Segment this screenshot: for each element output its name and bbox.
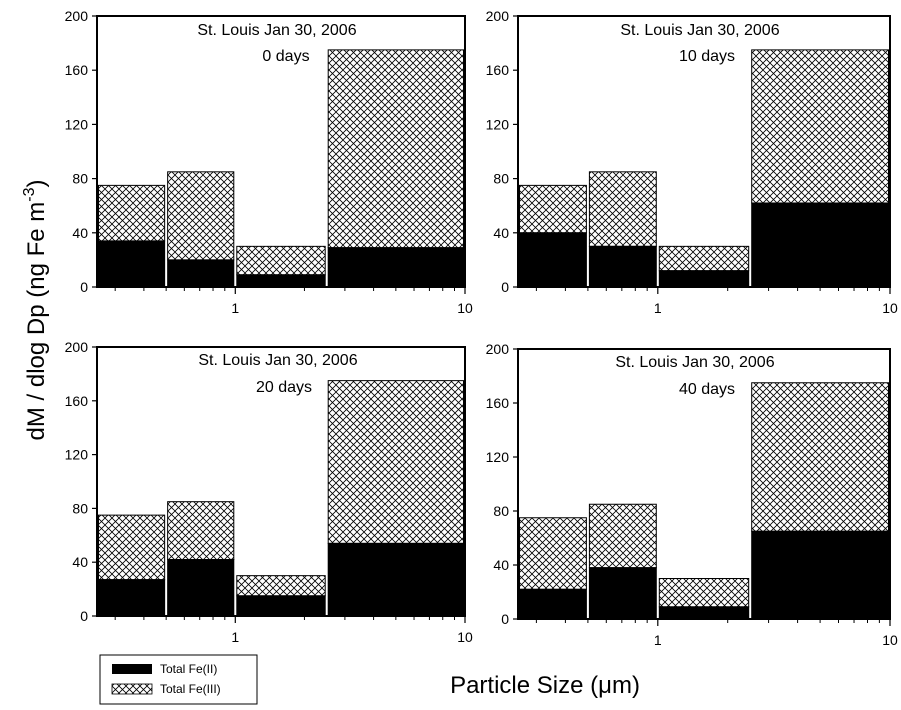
panel-1-ytick-label-160: 160: [65, 62, 89, 78]
panel-2-bar-fe3-3: [658, 245, 750, 272]
legend-swatch-fe3: [111, 683, 153, 695]
panel-1-ytick-label-120: 120: [65, 116, 89, 132]
panel-1-ytick-label-200: 200: [65, 8, 89, 24]
panel-2-xtick-label-10: 10: [882, 300, 898, 316]
panel-4-ytick-label-0: 0: [501, 611, 509, 627]
panel-3-annotation-site: St. Louis Jan 30, 2006: [198, 352, 357, 369]
panel-4-frame: [517, 348, 891, 620]
panel-3-frame: [96, 346, 466, 617]
panel-1: 0 40 80 120 160 200 1 10 St. Louis Jan 30, 2006 0…: [65, 8, 473, 316]
panel-4-bar-fe2-1: [519, 588, 587, 620]
panel-4-bar-fe3-4: [751, 382, 889, 532]
panel-3-ytick-label-120: 120: [65, 447, 89, 463]
x-axis-title-unit: μm: [598, 672, 632, 699]
y-axis-title-main: dM / dlog Dp (ng Fe m: [23, 202, 50, 441]
panel-4-annotation-site: St. Louis Jan 30, 2006: [615, 354, 774, 371]
panel-3-bar-fe2-1: [98, 579, 166, 617]
panel-3-xtick-label-1: 1: [231, 629, 239, 645]
y-axis-title: dM / dlog Dp (ng Fe m-3): [21, 180, 50, 441]
panel-4-ytick-label-120: 120: [486, 449, 510, 465]
panel-1-bar-fe2-2: [167, 259, 235, 288]
panel-2-ytick-label-120: 120: [486, 116, 510, 132]
legend-swatch-fe2: [112, 664, 152, 674]
panel-1-annotation-site: St. Louis Jan 30, 2006: [197, 22, 356, 39]
panel-3: 0 40 80 120 160 200 1 10 St. Louis Jan 30, 2006 2…: [65, 339, 473, 645]
legend-frame: [99, 654, 258, 705]
panel-3-ytick-label-80: 80: [72, 500, 88, 516]
panel-2-bar-fe3-4: [751, 49, 889, 204]
panel-4-ytick-label-160: 160: [486, 395, 510, 411]
panel-4-bar-fe3-3: [658, 578, 750, 608]
panel-1-bar-fe2-3: [236, 274, 326, 288]
panel-4-ytick-label-200: 200: [486, 341, 510, 357]
panel-1-ytick-label-40: 40: [72, 225, 88, 241]
panel-4-bar-fe2-2: [588, 567, 657, 620]
x-axis-title-main: Particle Size (: [450, 672, 598, 699]
panel-3-bar-fe2-3: [236, 595, 326, 617]
panel-3-ytick-label-200: 200: [65, 339, 89, 355]
panel-2-ytick-label-200: 200: [486, 8, 510, 24]
panel-4-bar-fe3-1: [519, 517, 587, 590]
panel-3-bar-fe2-4: [327, 542, 464, 617]
panel-1-bar-fe2-4: [327, 247, 464, 288]
panel-1-bar-fe3-1: [98, 184, 166, 242]
panel-4-xtick-label-10: 10: [882, 632, 898, 648]
panel-2-bar-fe3-2: [588, 171, 657, 247]
panel-1-annotation-days: 0 days: [262, 48, 309, 65]
panel-2-annotation-days: 10 days: [679, 48, 735, 65]
panel-1-xtick-label-10: 10: [457, 300, 473, 316]
panel-4-ytick-label-40: 40: [493, 557, 509, 573]
panel-2-xtick-label-1: 1: [654, 300, 662, 316]
panel-1-bar-fe3-3: [236, 245, 326, 276]
panel-4-bar-fe2-4: [751, 530, 889, 620]
panel-3-ytick-label-160: 160: [65, 393, 89, 409]
panel-3-bar-fe3-1: [98, 514, 166, 581]
panel-1-bar-fe2-1: [98, 240, 166, 288]
panel-1-xtick-label-1: 1: [231, 300, 239, 316]
y-axis-title-close: ): [23, 180, 50, 188]
panel-2-ytick-label-40: 40: [493, 225, 509, 241]
panel-4: 0 40 80 120 160 200 1 10 St. Louis Jan 30, 2006 4…: [486, 341, 898, 648]
panel-1-frame: [96, 15, 466, 288]
panel-3-ytick-label-40: 40: [72, 554, 88, 570]
panel-2: 0 40 80 120 160 200 1 10 St. Louis Jan 30, 2006 1…: [486, 8, 898, 316]
panel-2-bar-fe2-3: [658, 270, 750, 288]
panel-3-xtick-label-10: 10: [457, 629, 473, 645]
panel-2-ytick-label-80: 80: [493, 171, 509, 187]
panel-4-bar-fe2-3: [658, 606, 750, 620]
panel-3-bar-fe3-4: [327, 380, 464, 544]
panel-2-annotation-site: St. Louis Jan 30, 2006: [620, 22, 779, 39]
panel-4-xtick-label-1: 1: [654, 632, 662, 648]
panel-4-bar-fe3-2: [588, 503, 657, 569]
panel-1-ytick-label-0: 0: [80, 279, 88, 295]
panel-1-bar-fe3-4: [327, 49, 464, 249]
panel-3-ytick-label-0: 0: [80, 608, 88, 624]
panel-2-frame: [517, 15, 891, 288]
panel-2-bar-fe2-1: [519, 232, 587, 288]
x-axis-title: Particle Size (μm): [450, 672, 640, 699]
legend: Total Fe(II) Total Fe(III): [99, 654, 258, 705]
panel-2-ytick-label-0: 0: [501, 279, 509, 295]
x-axis-title-close: ): [632, 672, 640, 699]
panel-1-ytick-label-80: 80: [72, 171, 88, 187]
panel-3-bar-fe3-3: [236, 575, 326, 597]
panel-1-bar-fe3-2: [167, 171, 235, 261]
panel-2-bar-fe3-1: [519, 184, 587, 234]
panel-3-bar-fe3-2: [167, 501, 235, 561]
panel-3-annotation-days: 20 days: [256, 379, 312, 396]
panel-2-bar-fe2-2: [588, 245, 657, 288]
panel-2-bar-fe2-4: [751, 202, 889, 288]
panel-4-annotation-days: 40 days: [679, 381, 735, 398]
legend-label-fe3: Total Fe(III): [160, 682, 221, 696]
y-axis-title-sup: -3: [21, 187, 38, 201]
legend-label-fe2: Total Fe(II): [160, 662, 217, 676]
panel-3-bar-fe2-2: [167, 559, 235, 617]
panel-2-ytick-label-160: 160: [486, 62, 510, 78]
panel-4-ytick-label-80: 80: [493, 503, 509, 519]
